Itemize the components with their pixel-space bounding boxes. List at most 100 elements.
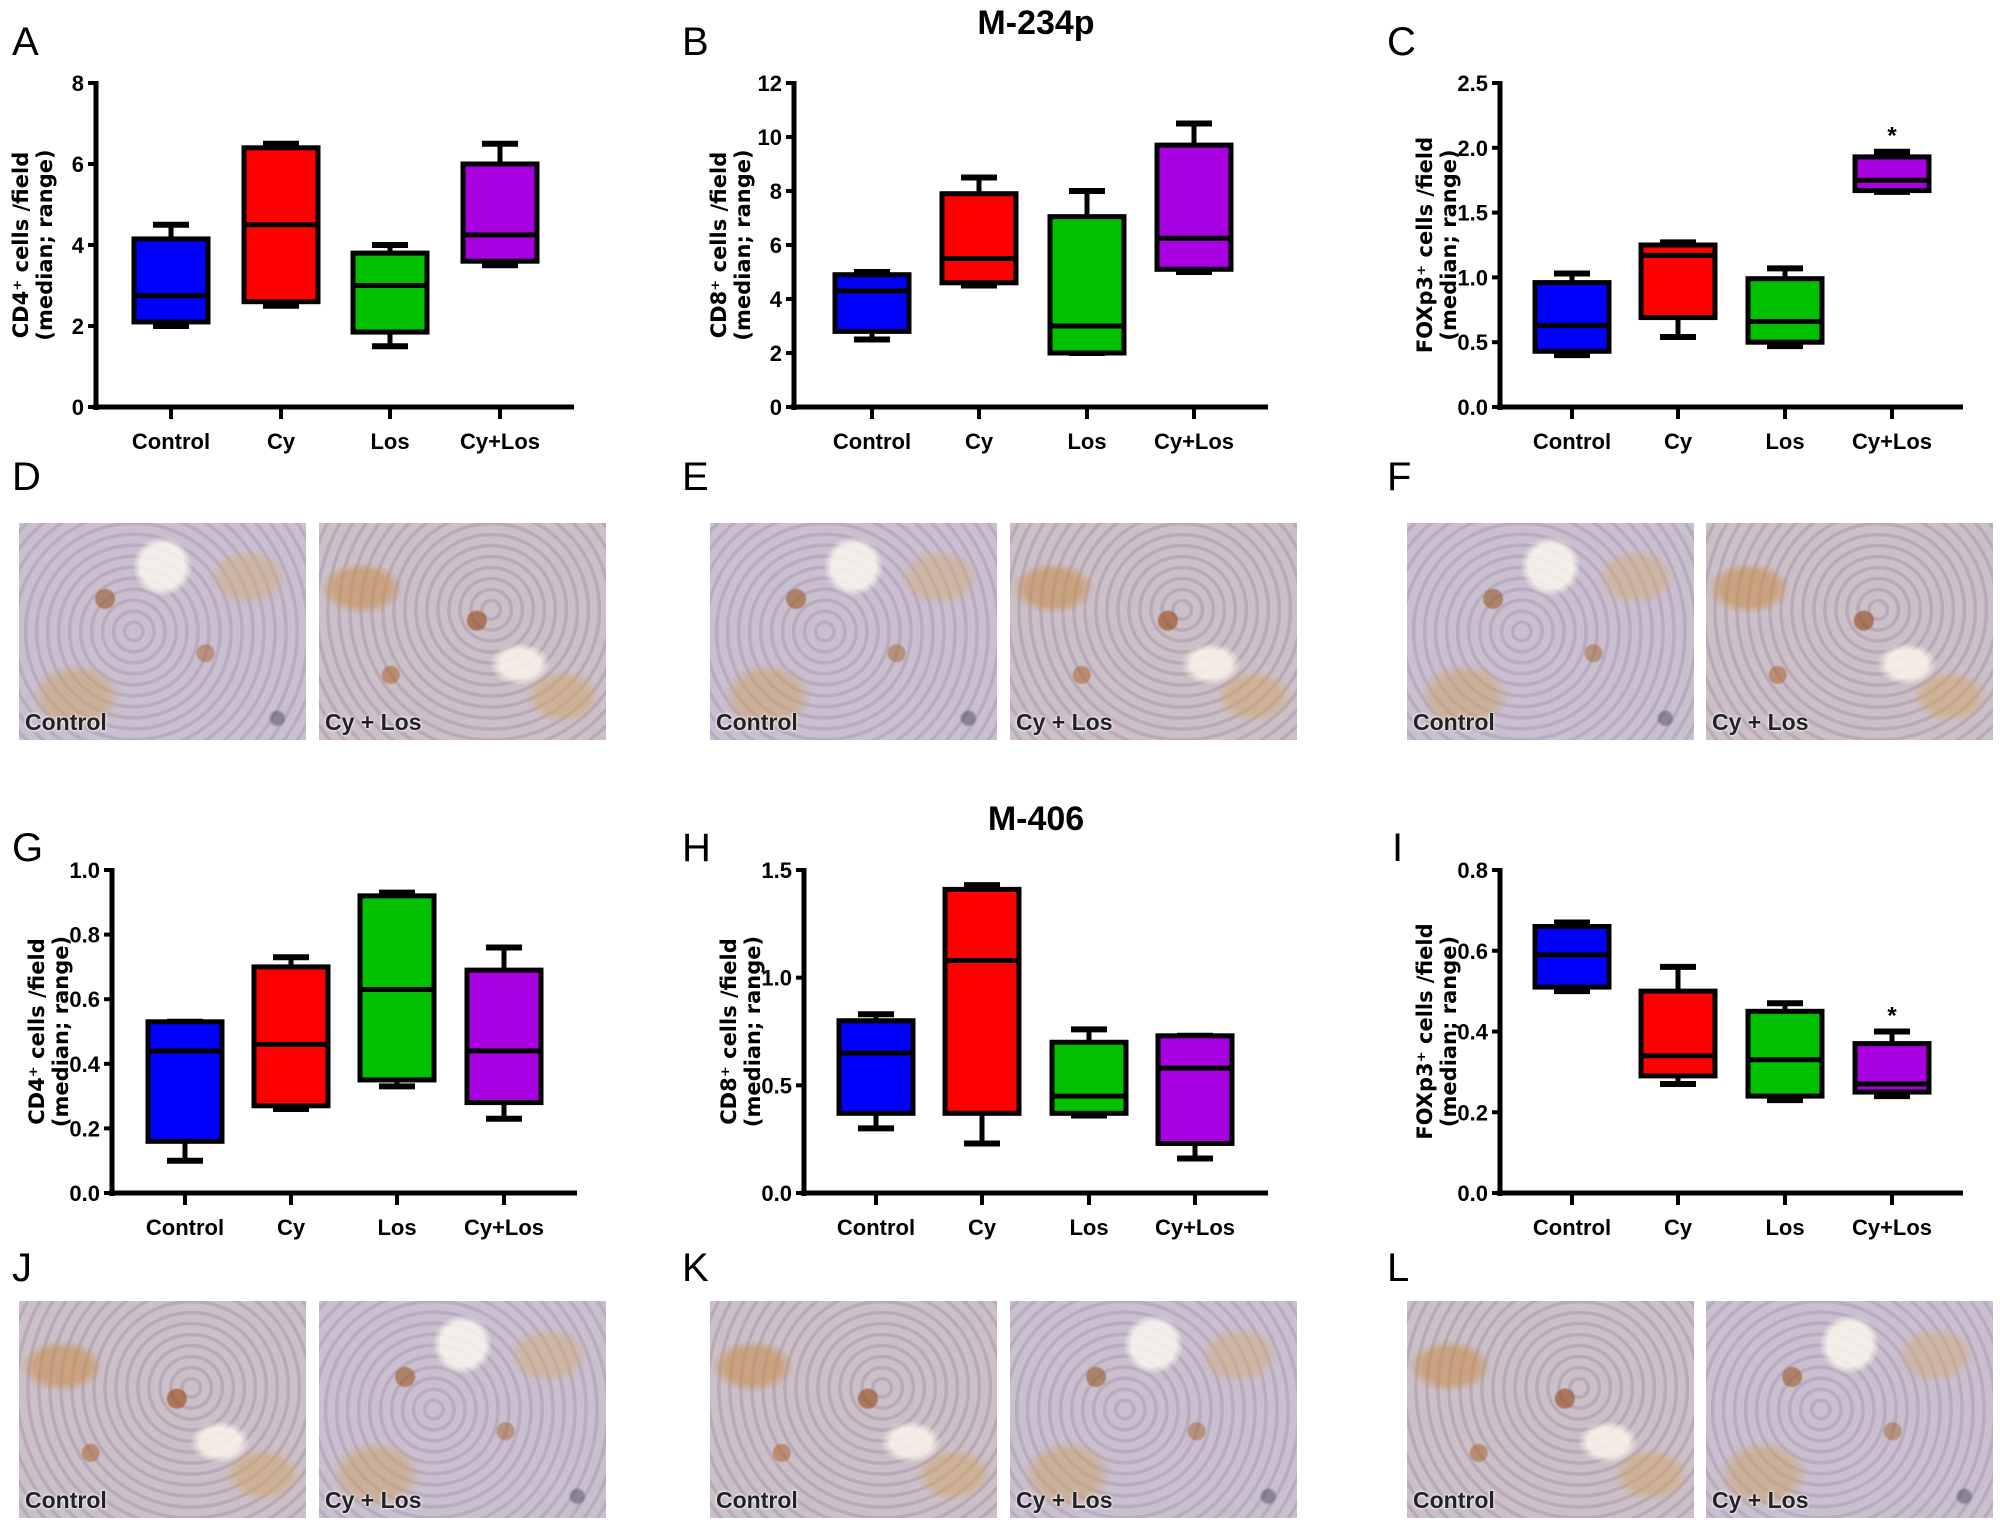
y-axis-label: (median; range): [1437, 149, 1461, 340]
y-axis-label: CD8⁺ cells /field: [717, 938, 741, 1124]
y-tick-label: 0.5: [1457, 330, 1488, 355]
box-iqr: [836, 1018, 916, 1116]
box-iqr: [1047, 214, 1127, 356]
x-tick-label: Control: [833, 429, 911, 454]
box-cy-los: [1852, 148, 1932, 195]
y-tick-label: 0.2: [1457, 1100, 1488, 1125]
panel-letter-h: H: [682, 826, 711, 870]
y-axis-label: CD4⁺ cells /field: [25, 938, 49, 1124]
x-tick-label: Cy: [1664, 429, 1693, 454]
panel-letter-g: G: [12, 826, 44, 870]
micrograph-d-cy-los: Cy + Los: [319, 523, 606, 740]
x-tick-label: Cy+Los: [460, 429, 540, 454]
y-tick-label: 0.0: [761, 1181, 792, 1206]
y-tick-label: 0.8: [1457, 858, 1488, 883]
caption-cy-los: Cy + Los: [1712, 1487, 1809, 1513]
y-tick-label: 4: [72, 233, 85, 258]
y-tick-label: 12: [758, 71, 782, 96]
box-cy: [1638, 963, 1718, 1087]
box-los: [1745, 265, 1825, 350]
significance-star: *: [1887, 1003, 1897, 1030]
x-tick-label: Los: [370, 429, 409, 454]
y-tick-label: 0.0: [1457, 1181, 1488, 1206]
panel-letter-f: F: [1387, 455, 1412, 499]
y-tick-label: 0.4: [1457, 1020, 1488, 1045]
box-iqr: [145, 1019, 225, 1144]
x-tick-label: Los: [1765, 429, 1804, 454]
chart-panel-g: 0.0 0.2 0.4 0.6 0.8 1.0 CD4⁺ cells /field (medi…: [25, 858, 577, 1240]
y-axis-label: (median; range): [1437, 936, 1461, 1127]
box-cy-los: [460, 140, 540, 269]
box-iqr: [1049, 1039, 1129, 1116]
y-tick-label: 0.6: [1457, 939, 1488, 964]
x-tick-label: Los: [1765, 1215, 1804, 1240]
y-tick-label: 8: [770, 179, 782, 204]
box-cy: [1638, 239, 1718, 341]
box-control: [145, 1018, 225, 1164]
x-tick-label: Control: [1533, 1215, 1611, 1240]
panel-letter-c: C: [1387, 20, 1416, 64]
panel-letter-d: D: [12, 455, 41, 499]
x-tick-label: Cy: [277, 1215, 306, 1240]
y-tick-label: 2.0: [1457, 136, 1488, 161]
y-tick-label: 6: [72, 152, 84, 177]
box-iqr: [939, 191, 1019, 286]
box-control: [1532, 270, 1612, 359]
y-tick-label: 2: [770, 341, 782, 366]
box-cy-los: [1154, 120, 1234, 275]
micrograph-j-control: Control: [19, 1301, 306, 1518]
x-tick-label: Los: [1067, 429, 1106, 454]
caption-cy-los: Cy + Los: [1016, 1487, 1113, 1513]
x-tick-label: Control: [132, 429, 210, 454]
micrograph-l-control: Control: [1407, 1301, 1694, 1518]
x-tick-label: Cy+Los: [1154, 429, 1234, 454]
y-axis-label: FOXp3⁺ cells /field: [1413, 137, 1437, 353]
title-m234p: M-234p: [977, 4, 1095, 42]
y-axis-label: CD8⁺ cells /field: [707, 152, 731, 338]
y-axis-label: CD4⁺ cells /field: [9, 152, 33, 338]
caption-control: Control: [1413, 1487, 1495, 1513]
title-m406: M-406: [987, 800, 1085, 838]
box-iqr: [1745, 1008, 1825, 1099]
y-tick-label: 1.5: [761, 858, 792, 883]
y-axis-label: (median; range): [741, 936, 765, 1127]
x-tick-label: Cy+Los: [1155, 1215, 1235, 1240]
y-tick-label: 10: [758, 125, 782, 150]
box-iqr: [460, 161, 540, 264]
y-tick-label: 1.5: [1457, 201, 1488, 226]
micrograph-f-control: Control: [1407, 523, 1694, 740]
y-tick-label: 2: [72, 314, 84, 339]
box-los: [357, 889, 437, 1090]
caption-cy-los: Cy + Los: [325, 1487, 422, 1513]
y-tick-label: 0: [770, 395, 782, 420]
micrograph-l-cy-los: Cy + Los: [1706, 1301, 1993, 1518]
y-tick-label: 0.0: [69, 1181, 100, 1206]
caption-control: Control: [1413, 709, 1495, 735]
chart-panel-h: 0.0 0.5 1.0 1.5 CD8⁺ cells /field (median; ra…: [717, 858, 1268, 1240]
caption-control: Control: [25, 709, 107, 735]
box-los: [1049, 1026, 1129, 1119]
y-tick-label: 0.0: [1457, 395, 1488, 420]
x-tick-label: Control: [1533, 429, 1611, 454]
x-tick-label: Cy: [968, 1215, 997, 1240]
y-tick-label: 1.0: [69, 858, 100, 883]
y-tick-label: 0.4: [69, 1052, 100, 1077]
chart-panel-c: 0.0 0.5 1.0 1.5 2.0 2.5 FOXp3⁺ cells /field (me…: [1413, 71, 1963, 454]
caption-cy-los: Cy + Los: [1712, 709, 1809, 735]
x-tick-label: Cy+Los: [1852, 429, 1932, 454]
x-tick-label: Los: [1069, 1215, 1108, 1240]
box-control: [836, 1011, 916, 1132]
chart-panel-b: 0 2 4 6 8 10 12 CD8⁺ cells /field (median; range…: [707, 71, 1268, 454]
box-cy: [241, 140, 321, 309]
box-iqr: [1745, 276, 1825, 345]
caption-cy-los: Cy + Los: [1016, 709, 1113, 735]
panel-letter-b: B: [682, 20, 709, 64]
panel-letter-e: E: [682, 455, 709, 499]
x-tick-label: Cy: [1664, 1215, 1693, 1240]
micrograph-d-control: Control: [19, 523, 306, 740]
box-control: [131, 221, 211, 329]
y-tick-label: 6: [770, 233, 782, 258]
y-tick-label: 0.2: [69, 1116, 100, 1141]
box-iqr: [1154, 142, 1234, 272]
